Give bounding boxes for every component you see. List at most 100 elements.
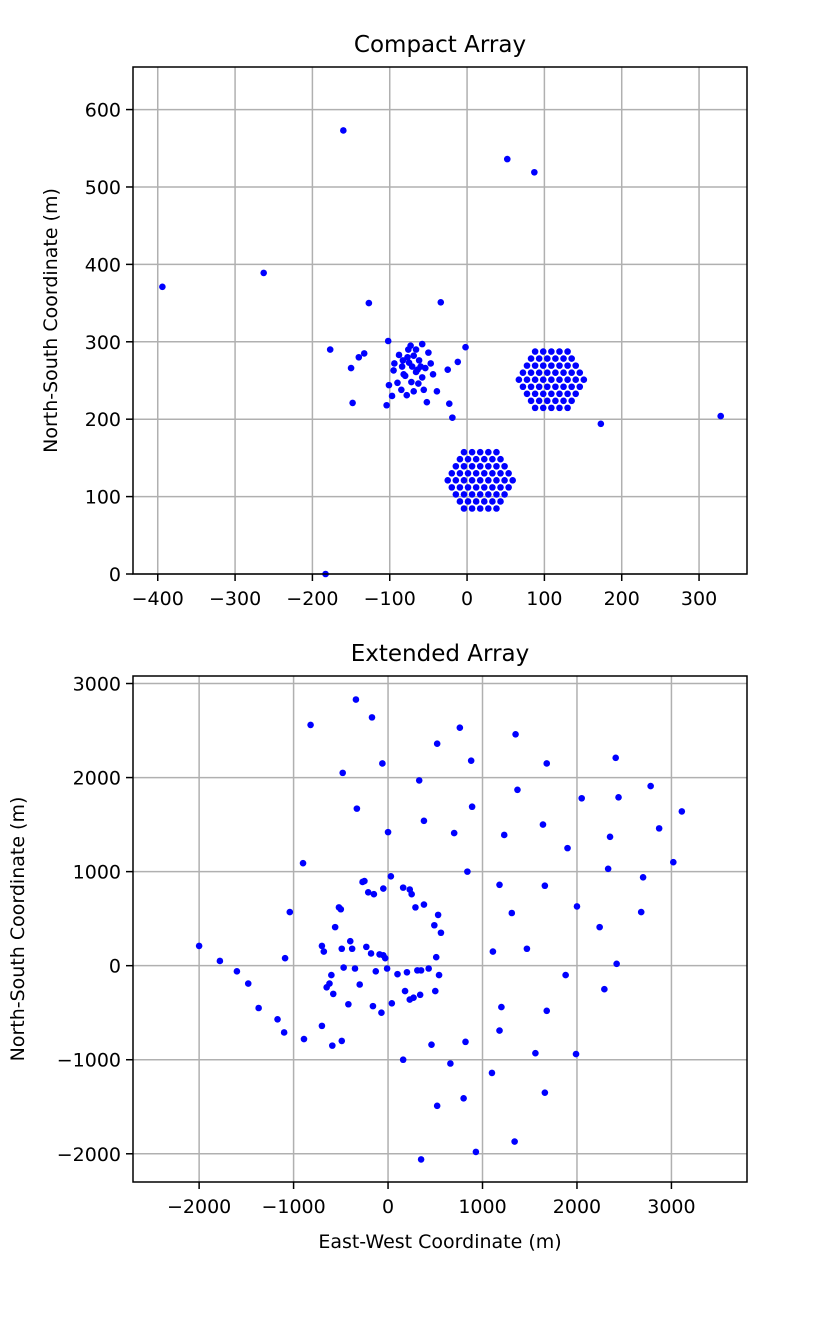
plot-frame	[132, 66, 748, 575]
scatter-point	[539, 821, 547, 828]
scatter-point	[404, 346, 412, 353]
scatter-point	[385, 381, 393, 389]
scatter-point	[456, 498, 464, 505]
scatter-point	[456, 455, 464, 463]
scatter-point	[431, 987, 439, 995]
scatter-point	[523, 390, 531, 398]
scatter-point	[274, 1015, 281, 1023]
scatter-point	[541, 882, 549, 890]
scatter-point	[464, 868, 471, 875]
scatter-point	[412, 904, 419, 911]
scatter-point	[493, 477, 500, 484]
scatter-point	[535, 355, 543, 362]
scatter-point	[460, 477, 468, 484]
scatter-point	[556, 362, 563, 369]
scatter-point	[548, 390, 555, 398]
scatter-point	[467, 757, 475, 764]
scatter-point	[456, 724, 464, 732]
scatter-point	[369, 1002, 377, 1010]
scatter-point	[539, 404, 547, 412]
scatter-point	[398, 386, 405, 394]
scatter-point	[489, 470, 496, 477]
scatter-point	[655, 825, 663, 832]
scatter-point	[338, 1037, 346, 1045]
scatter-point	[448, 484, 456, 491]
scatter-point	[394, 970, 401, 978]
scatter-point	[286, 908, 294, 916]
scatter-point	[480, 484, 488, 491]
scatter-point	[647, 782, 654, 790]
scatter-point	[403, 391, 411, 399]
scatter-point	[464, 470, 472, 477]
scatter-point	[515, 376, 523, 384]
scatter-point	[159, 283, 166, 291]
y-tick-label: 300	[85, 332, 121, 354]
scatter-point	[556, 348, 563, 355]
scatter-point	[497, 484, 504, 491]
scatter-point	[541, 1089, 549, 1096]
scatter-point	[428, 1041, 435, 1048]
scatter-point	[468, 477, 476, 484]
scatter-point	[391, 360, 398, 367]
scatter-point	[434, 911, 442, 919]
chart-title: Extended Array	[351, 641, 530, 667]
scatter-point	[460, 462, 468, 470]
scatter-point	[564, 844, 571, 852]
scatter-point	[415, 777, 423, 784]
scatter-point	[408, 890, 415, 898]
scatter-point	[338, 945, 346, 953]
y-tick-label: −2000	[57, 1144, 121, 1166]
scatter-point	[488, 1069, 496, 1077]
y-tick-label: 2000	[73, 768, 121, 790]
scatter-point	[360, 350, 368, 357]
scatter-point	[352, 696, 360, 703]
scatter-point	[472, 484, 480, 491]
scatter-point	[329, 1042, 336, 1049]
scatter-point	[497, 498, 504, 505]
scatter-point	[412, 346, 420, 353]
scatter-point	[503, 155, 511, 163]
y-tick-label: 500	[85, 177, 121, 199]
scatter-point	[532, 1049, 539, 1057]
scatter-point	[476, 448, 484, 456]
scatter-point	[437, 929, 445, 937]
x-tick-label: 0	[461, 588, 473, 610]
y-tick-label: 100	[85, 487, 121, 509]
scatter-point	[331, 923, 339, 931]
scatter-point	[468, 491, 476, 498]
scatter-point	[493, 462, 500, 470]
scatter-point	[576, 369, 584, 376]
scatter-point	[519, 383, 527, 391]
scatter-point	[505, 470, 512, 477]
scatter-point	[501, 462, 508, 470]
scatter-point	[415, 357, 423, 364]
scatter-point	[560, 397, 567, 405]
scatter-point	[326, 346, 334, 353]
scatter-point	[531, 168, 538, 176]
extended-array-panel: −2000 −1000 0 1000 2000 3000 −2000 −1000 0 1000 20…	[7, 641, 748, 1253]
scatter-point	[564, 348, 571, 355]
scatter-point	[556, 376, 563, 384]
scatter-point	[280, 1029, 288, 1036]
scatter-point	[548, 362, 555, 369]
scatter-point	[496, 881, 503, 889]
x-tick-label: 2000	[553, 1196, 601, 1218]
scatter-point	[468, 803, 476, 811]
scatter-point	[260, 269, 267, 277]
x-tick-label: 300	[681, 588, 717, 610]
scatter-point	[464, 484, 472, 491]
scatter-point	[604, 865, 612, 873]
scatter-point	[398, 363, 406, 370]
scatter-point	[300, 1035, 308, 1043]
scatter-point	[519, 369, 527, 376]
y-tick-label: −1000	[57, 1050, 121, 1072]
x-tick-label: −200	[286, 588, 338, 610]
scatter-point	[412, 368, 420, 376]
x-tick-label: −300	[209, 588, 261, 610]
scatter-point	[613, 960, 620, 968]
scatter-point	[433, 388, 441, 395]
scatter-point	[339, 769, 347, 777]
scatter-point	[255, 1004, 262, 1012]
scatter-point	[560, 355, 567, 362]
scatter-point	[539, 376, 547, 384]
